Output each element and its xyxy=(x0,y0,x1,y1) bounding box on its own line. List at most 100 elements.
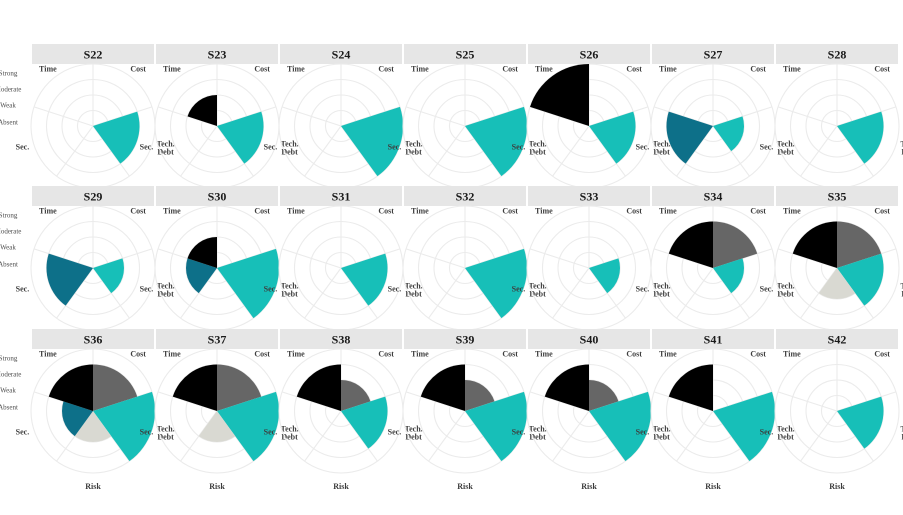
axis-label-line: Risk xyxy=(829,482,845,491)
wedge-tech-debt xyxy=(465,106,528,177)
facet-title: S32 xyxy=(456,190,475,204)
axis-label-line: Time xyxy=(287,64,305,73)
wedge-tech-debt xyxy=(837,396,884,449)
facet-title: S27 xyxy=(704,48,723,62)
axis-label: Sec. xyxy=(760,143,774,152)
axis-label-line: Risk xyxy=(457,482,473,491)
axis-label: Cost xyxy=(626,206,642,215)
axis-label: Tech.Debt xyxy=(404,140,422,157)
axis-label-line: Debt xyxy=(529,433,546,442)
axis-label: Time xyxy=(39,206,57,215)
axis-label: Sec. xyxy=(264,143,278,152)
axis-label-line: Tech. xyxy=(900,140,903,149)
axis-label-line: Sec. xyxy=(512,143,526,152)
wedge-time xyxy=(792,221,837,268)
axis-label: Cost xyxy=(874,64,890,73)
wedge-time xyxy=(668,221,713,268)
axis-label: Sec. xyxy=(636,285,650,294)
wedge-time xyxy=(296,364,341,411)
axis-label: Cost xyxy=(130,349,146,358)
axis-label-line: Debt xyxy=(529,148,546,157)
wedge-tech-debt xyxy=(589,258,620,294)
facet-strip xyxy=(156,44,278,64)
axis-label-line: Risk xyxy=(333,482,349,491)
axis-label-line: Tech. xyxy=(776,140,794,149)
axis-label-line: Cost xyxy=(750,349,766,358)
grid-spoke xyxy=(552,125,590,177)
axis-label-line: Time xyxy=(659,64,677,73)
facet-strip xyxy=(776,329,898,349)
axis-label: Time xyxy=(287,64,305,73)
axis-label: Tech.Debt xyxy=(776,282,794,299)
axis-label-line: Tech. xyxy=(652,140,670,149)
axis-label-line: Risk xyxy=(209,482,225,491)
facet-strip xyxy=(280,44,402,64)
wedge-cost xyxy=(713,221,758,268)
grid-spoke xyxy=(180,125,218,177)
axis-label: Cost xyxy=(130,64,146,73)
axis-label-line: Tech. xyxy=(776,282,794,291)
axis-label-line: Sec. xyxy=(636,428,650,437)
axis-label: Time xyxy=(535,206,553,215)
axis-label-line: Cost xyxy=(874,64,890,73)
axis-label-line: Debt xyxy=(281,148,298,157)
wedge-sec xyxy=(46,253,93,306)
facet-strip xyxy=(528,329,650,349)
axis-label-line: Time xyxy=(163,64,181,73)
level-label: Weak xyxy=(0,387,16,395)
axis-label: Cost xyxy=(254,206,270,215)
axis-label: Time xyxy=(659,206,677,215)
axis-label-line: Tech. xyxy=(280,282,298,291)
wedge-time xyxy=(172,364,217,411)
wedge-time xyxy=(530,64,589,126)
wedge-tech-debt xyxy=(341,106,404,177)
axis-label: Cost xyxy=(378,206,394,215)
grid-spoke xyxy=(653,248,714,269)
wedge-tech-debt xyxy=(217,111,264,164)
facet-strip xyxy=(528,44,650,64)
axis-label: Tech.Debt xyxy=(280,282,298,299)
facet-title: S26 xyxy=(580,48,599,62)
axis-label-line: Cost xyxy=(502,64,518,73)
axis-label-line: Sec. xyxy=(16,428,30,437)
grid-spoke xyxy=(676,267,714,319)
axis-label-line: Sec. xyxy=(760,143,774,152)
axis-label: Cost xyxy=(378,349,394,358)
axis-label-line: Cost xyxy=(130,206,146,215)
wedge-time xyxy=(668,364,713,411)
wedge-tech-debt xyxy=(341,253,388,306)
level-label: Absent xyxy=(0,404,18,412)
axis-label-line: Cost xyxy=(502,206,518,215)
grid-spoke xyxy=(777,248,838,269)
axis-label-line: Tech. xyxy=(404,282,422,291)
facet-title: S34 xyxy=(704,190,723,204)
facet-panel: S36 Cost Tech.Debt Risk Sec. Time Absent Weak Mo… xyxy=(0,329,175,491)
axis-label-line: Cost xyxy=(130,349,146,358)
facet-title: S35 xyxy=(828,190,847,204)
wedge-tech-debt xyxy=(465,248,528,319)
axis-label: Sec. xyxy=(140,285,154,294)
axis-label-line: Sec. xyxy=(16,143,30,152)
level-label: Strong xyxy=(0,355,18,363)
axis-label: Time xyxy=(39,64,57,73)
axis-label: Time xyxy=(411,64,429,73)
facet-strip xyxy=(280,329,402,349)
wedge-tech-debt xyxy=(217,391,280,462)
grid-spoke xyxy=(405,248,466,269)
axis-label-line: Cost xyxy=(130,64,146,73)
grid-spoke xyxy=(281,248,342,269)
axis-label-line: Tech. xyxy=(156,425,174,434)
axis-label-line: Cost xyxy=(874,349,890,358)
wedge-time xyxy=(544,364,589,411)
level-label: Absent xyxy=(0,261,18,269)
axis-label: Tech.Debt xyxy=(900,425,903,442)
axis-label: Sec. xyxy=(512,428,526,437)
wedge-time xyxy=(48,364,93,411)
axis-label: Cost xyxy=(130,206,146,215)
